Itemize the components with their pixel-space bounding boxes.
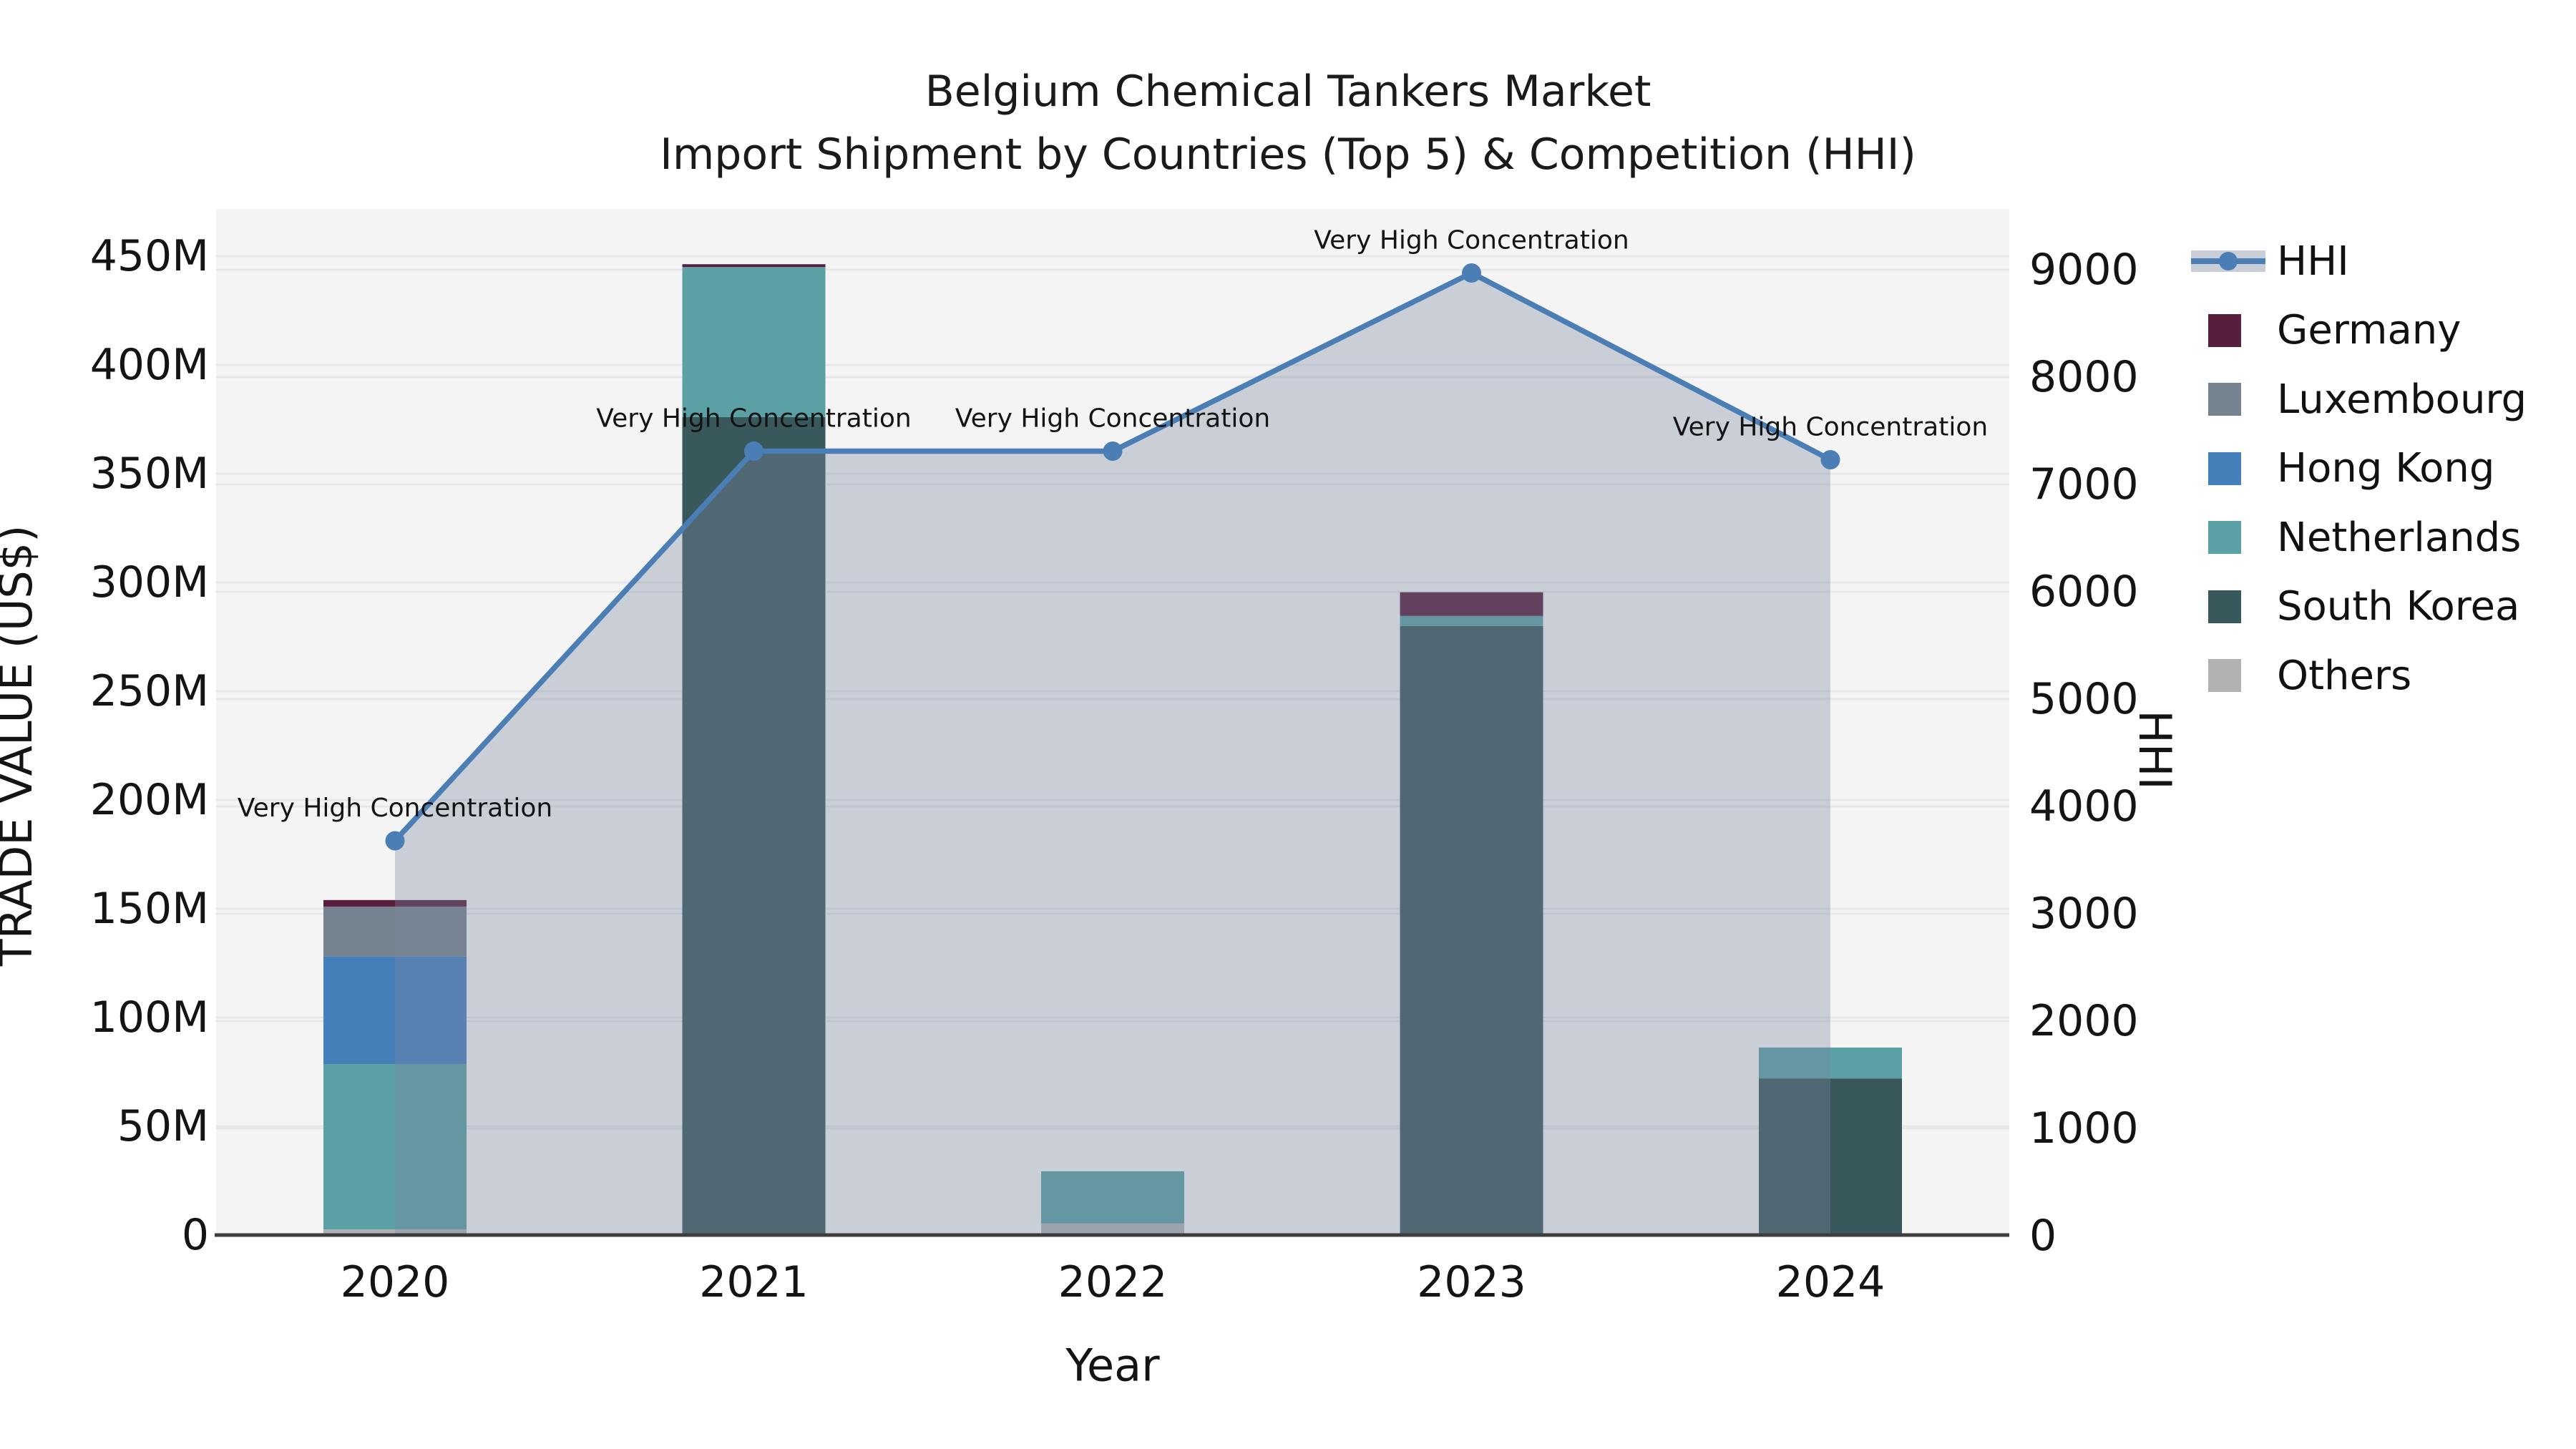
x-axis-title: Year (1065, 1340, 1160, 1392)
annotation-2023: Very High Concentration (1314, 226, 1629, 255)
bar-segment-germany-2023 (1400, 592, 1543, 616)
chart-title: Belgium Chemical Tankers Market Import S… (0, 60, 2576, 186)
y-right-tick: 1000 (2029, 1103, 2139, 1153)
y-left-tick: 200M (90, 775, 209, 825)
y-right-tick: 4000 (2029, 781, 2139, 831)
annotation-2020: Very High Concentration (238, 794, 552, 823)
chart-title-line1: Belgium Chemical Tankers Market (924, 67, 1652, 117)
annotation-2021: Very High Concentration (596, 404, 911, 434)
hhi-area-fill (395, 273, 1830, 1235)
y-right-tick: 6000 (2029, 567, 2139, 617)
y-left-tick: 100M (90, 992, 209, 1043)
y-right-tick: 9000 (2029, 245, 2139, 295)
hhi-marker-2020 (385, 831, 405, 851)
y-left-tick: 350M (90, 449, 209, 499)
bar-segment-others-2022 (1041, 1223, 1184, 1235)
y-left-tick: 450M (90, 231, 209, 281)
hhi-marker-2022 (1103, 441, 1123, 461)
bar-segment-germany-2020 (323, 899, 467, 907)
y-right-tick: 8000 (2029, 352, 2139, 402)
hhi-marker-2021 (744, 441, 763, 461)
y-left-tick: 150M (90, 884, 209, 934)
y-right-tick: 2000 (2029, 996, 2139, 1046)
bar-segment-hong-kong-2020 (323, 956, 467, 1065)
annotation-2024: Very High Concentration (1673, 413, 1988, 442)
x-tick-2022: 2022 (1058, 1257, 1168, 1307)
y-left-tick-labels: 0 50M 100M 150M 200M 250M 300M 350M 400M 450M (90, 231, 209, 1260)
stacked-bars (323, 264, 1902, 1236)
annotations: Very High Concentration Very High Concent… (238, 226, 1988, 824)
x-tick-labels: 2020 2021 2022 2023 2024 (341, 1257, 1885, 1307)
chart-title-line2: Import Shipment by Countries (Top 5) & C… (660, 130, 1916, 180)
y-left-tick: 50M (117, 1101, 209, 1151)
bar-segment-netherlands-2020 (323, 1064, 467, 1230)
y-left-tick: 400M (90, 340, 209, 390)
bar-segment-netherlands-2022 (1041, 1171, 1184, 1224)
y-right-tick: 3000 (2029, 889, 2139, 939)
x-tick-2024: 2024 (1776, 1257, 1885, 1307)
y-right-tick: 0 (2029, 1211, 2057, 1261)
plot-background (216, 209, 2009, 1235)
bar-segment-others-2020 (323, 1229, 467, 1235)
y-right-tick: 7000 (2029, 459, 2139, 509)
x-tick-2021: 2021 (699, 1257, 809, 1307)
y-right-tick: 5000 (2029, 674, 2139, 724)
hhi-marker-2023 (1462, 263, 1481, 283)
annotation-2022: Very High Concentration (955, 404, 1270, 434)
bar-segment-luxembourg-2020 (323, 906, 467, 957)
bar-segment-south-korea-2024 (1759, 1078, 1902, 1235)
gridlines (216, 255, 2009, 1130)
bar-segment-south-korea-2023 (1400, 625, 1543, 1235)
x-tick-2023: 2023 (1417, 1257, 1526, 1307)
y-left-tick: 300M (90, 557, 209, 608)
y-right-tick-labels: 0 1000 2000 3000 4000 5000 6000 7000 8000 9000 (2029, 245, 2139, 1261)
bar-segment-netherlands-2023 (1400, 615, 1543, 626)
bar-segment-netherlands-2024 (1759, 1047, 1902, 1079)
x-tick-2020: 2020 (341, 1257, 450, 1307)
bar-segment-netherlands-2021 (682, 267, 826, 417)
y-left-axis-title: TRADE VALUE (US$) (0, 525, 42, 967)
y-left-tick: 0 (182, 1210, 209, 1260)
hhi-marker-2024 (1820, 450, 1840, 469)
y-right-axis-title: HHI (2129, 710, 2181, 790)
bar-segment-south-korea-2021 (682, 416, 826, 1236)
y-left-tick: 250M (90, 666, 209, 716)
bar-segment-germany-2021 (682, 264, 826, 268)
